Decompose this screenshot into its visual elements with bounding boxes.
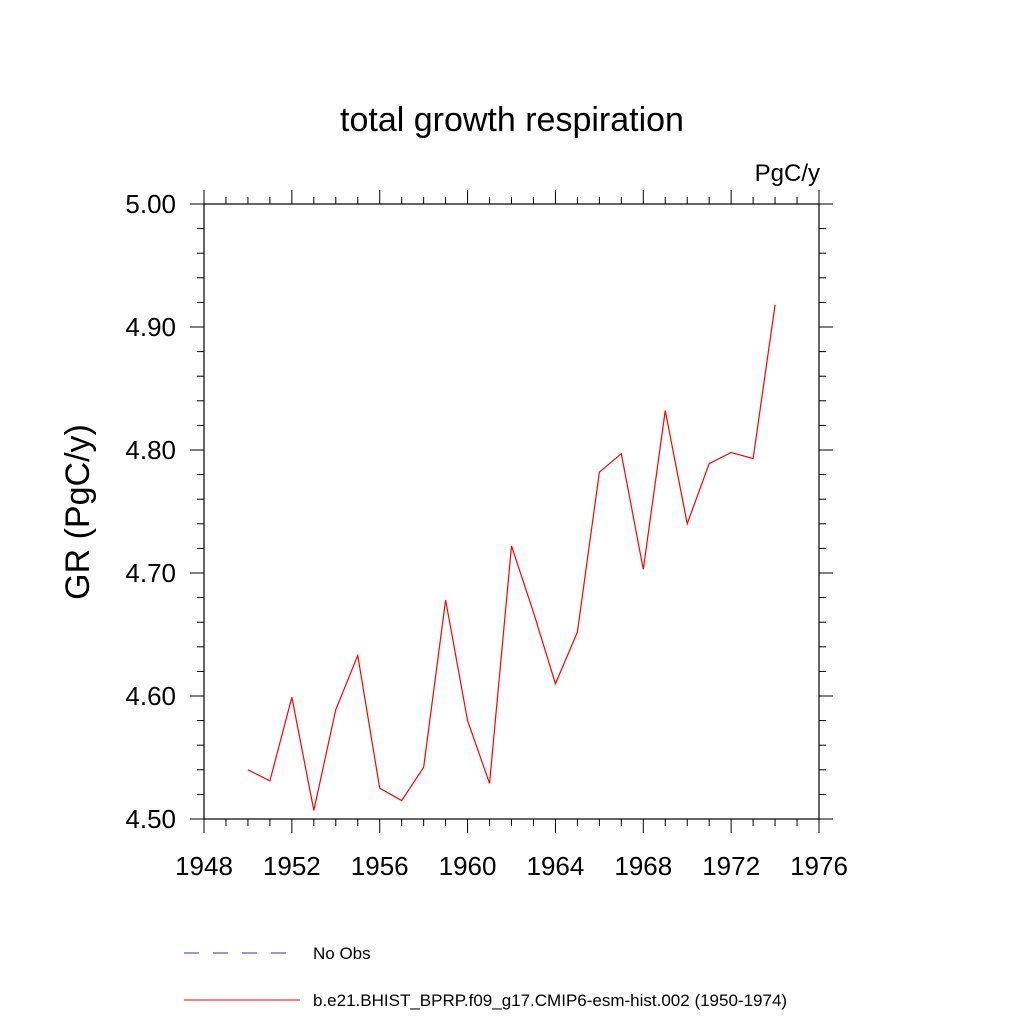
x-tick-label: 1948 (175, 851, 233, 881)
y-tick-label: 4.50 (125, 804, 176, 834)
x-tick-label: 1964 (527, 851, 585, 881)
chart-title: total growth respiration (340, 101, 684, 139)
x-tick-label: 1956 (351, 851, 409, 881)
x-tick-label: 1960 (439, 851, 497, 881)
legend: No Obs b.e21.BHIST_BPRP.f09_g17.CMIP6-es… (184, 944, 787, 1010)
x-tick-label: 1968 (614, 851, 672, 881)
y-tick-label: 5.00 (125, 189, 176, 219)
x-tick-label: 1972 (702, 851, 760, 881)
x-tick-label: 1976 (790, 851, 848, 881)
legend-model-label: b.e21.BHIST_BPRP.f09_g17.CMIP6-esm-hist.… (313, 991, 787, 1010)
y-axis-label: GR (PgC/y) (59, 424, 97, 600)
legend-no-obs-label: No Obs (313, 944, 371, 963)
y-tick-label: 4.60 (125, 681, 176, 711)
units-label: PgC/y (755, 160, 820, 187)
series-line-0 (247, 304, 776, 811)
x-tick-label: 1952 (263, 851, 321, 881)
y-tick-label: 4.80 (125, 435, 176, 465)
plot-frame (203, 203, 820, 820)
y-tick-label: 4.70 (125, 558, 176, 588)
y-tick-label: 4.90 (125, 312, 176, 342)
